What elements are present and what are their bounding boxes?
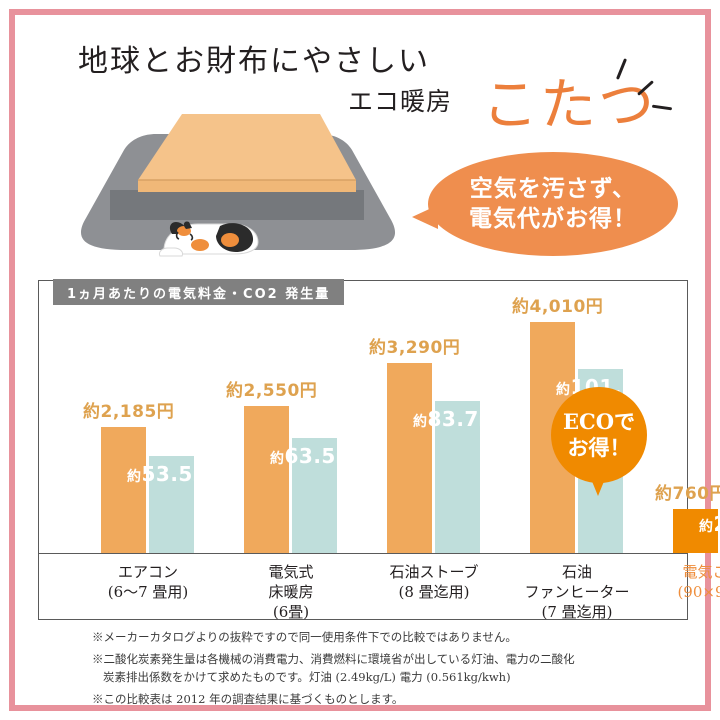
bar-group: 約2,550円約63.5kg <box>226 281 354 553</box>
footnotes: ※メーカーカタログよりの抜粋ですので同一使用条件下での比較ではありません。 ※二酸… <box>92 628 652 712</box>
bar-group: 約760円約25.9kg <box>655 281 720 553</box>
bar-group: 約3,290円約83.7kg <box>369 281 497 553</box>
cost-bar <box>244 405 289 553</box>
eco-callout-tail <box>589 474 607 496</box>
bar-group: 約2,185円約53.5kg <box>83 281 211 553</box>
category-label-4: 石油 ファンヒーター (7 畳迄用) <box>524 563 630 622</box>
speech-bubble-tail <box>412 205 438 229</box>
chart-title-banner: 1ヵ月あたりの電気料金・CO2 発生量 <box>53 279 345 305</box>
footnote-3: ※この比較表は 2012 年の調査結果に基づくものとします。 <box>92 691 404 706</box>
cost-value-label: 約760円 <box>655 484 720 505</box>
cost-value-label: 約2,185円 <box>83 401 175 422</box>
footnote-2: ※二酸化炭素発生量は各機械の消費電力、消費燃料に環境省が出している灯油、電力の二… <box>92 651 575 685</box>
co2-value-label: 約83.7kg <box>413 407 498 432</box>
eco-callout-badge: ECOで お得！ <box>551 387 647 483</box>
eco-callout-line-2: お得！ <box>567 435 631 460</box>
category-label-2: 電気式 床暖房 (6畳) <box>268 563 314 622</box>
speech-bubble-line-1: 空気を汚さず、 <box>469 174 637 202</box>
footnote-1: ※メーカーカタログよりの抜粋ですので同一使用条件下での比較ではありません。 <box>92 630 517 644</box>
speech-bubble: 空気を汚さず、 電気代がお得！ <box>428 152 678 256</box>
co2-bar <box>292 437 337 553</box>
cost-bar <box>101 426 146 553</box>
speech-bubble-text: 空気を汚さず、 電気代がお得！ <box>428 152 678 256</box>
co2-bar <box>149 455 194 553</box>
cost-value-label: 約3,290円 <box>369 338 461 359</box>
category-label-3: 石油ストーブ (8 畳迄用) <box>389 563 479 602</box>
kotatsu-with-cat-illustration <box>80 114 396 257</box>
co2-value-label: 約63.5kg <box>270 443 355 468</box>
cost-value-label: 約2,550円 <box>226 380 318 401</box>
category-label-1: エアコン (6～7 畳用) <box>107 563 189 602</box>
eco-callout-line-1: ECOで <box>562 409 635 435</box>
speech-bubble-line-2: 電気代がお得！ <box>469 205 637 232</box>
co2-bar <box>435 401 480 553</box>
category-label-5: 電気こたつ(90×90cm) <box>677 563 720 602</box>
cost-value-label: 約4,010円 <box>512 296 604 317</box>
chart-baseline-axis <box>39 553 687 554</box>
brand-word-kotatsu: こたつ <box>482 73 656 138</box>
category-label-row: エアコン (6～7 畳用) 電気式 床暖房 (6畳) 石油ストーブ (8 畳迄用) 石油 ファン… <box>39 556 720 621</box>
headline-line-1: 地球とお財布にやさしい <box>78 44 430 79</box>
co2-value-label: 約25.9kg <box>699 512 720 536</box>
co2-value-label: 約53.5kg <box>127 461 212 486</box>
cost-bar <box>673 509 718 553</box>
headline-line-2: エコ暖房 <box>348 87 453 116</box>
cost-bar <box>387 363 432 553</box>
